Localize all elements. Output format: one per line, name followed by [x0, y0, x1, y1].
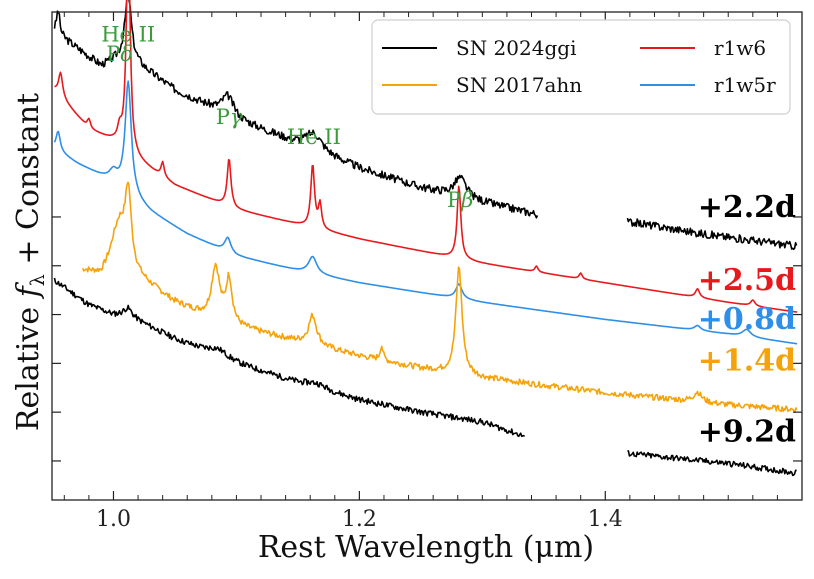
series-line-4-seg-1: [627, 450, 797, 477]
line-annotation-1: Pδ: [106, 42, 133, 66]
ticks-layer: 1.0 1.2 1.4: [52, 12, 802, 532]
legend-label-2: r1w6: [714, 36, 766, 60]
series-line-4-seg-0: [53, 277, 526, 438]
line-annotation-0: He II: [101, 22, 155, 46]
series-line-3-seg-0: [81, 181, 798, 414]
series-line-1-seg-0: [54, 0, 798, 313]
line-annotation-3: He II: [287, 125, 341, 149]
x-tick-label: 1.2: [342, 507, 377, 532]
legend: SN 2024ggi SN 2017ahn r1w6 r1w5r: [371, 19, 791, 115]
series-line-0-seg-1: [626, 217, 798, 251]
series-line-2-seg-0: [53, 80, 798, 345]
x-tick-label: 1.4: [588, 507, 623, 532]
epoch-label-4: +9.2d: [698, 414, 796, 449]
legend-label-3: r1w5r: [714, 73, 776, 97]
epoch-label-3: +1.4d: [698, 344, 796, 379]
legend-box: [371, 19, 791, 115]
y-axis-title: Relative fλ + Constant: [11, 93, 49, 431]
epoch-label-0: +2.2d: [698, 190, 796, 225]
epoch-label-1: +2.5d: [698, 263, 796, 298]
legend-label-0: SN 2024ggi: [456, 36, 576, 60]
series-layer: [53, 0, 798, 477]
line-annotation-2: Pγ: [216, 105, 243, 129]
line-annotation-4: Pβ: [447, 188, 473, 212]
epoch-labels: +2.2d +2.5d +0.8d +1.4d +9.2d: [698, 190, 796, 449]
series-line-0-seg-0: [53, 0, 539, 219]
legend-label-1: SN 2017ahn: [456, 73, 582, 97]
x-axis-title: Rest Wavelength (μm): [258, 530, 594, 565]
x-tick-label: 1.0: [96, 507, 131, 532]
epoch-label-2: +0.8d: [698, 302, 796, 337]
plot-frame: [51, 11, 803, 501]
